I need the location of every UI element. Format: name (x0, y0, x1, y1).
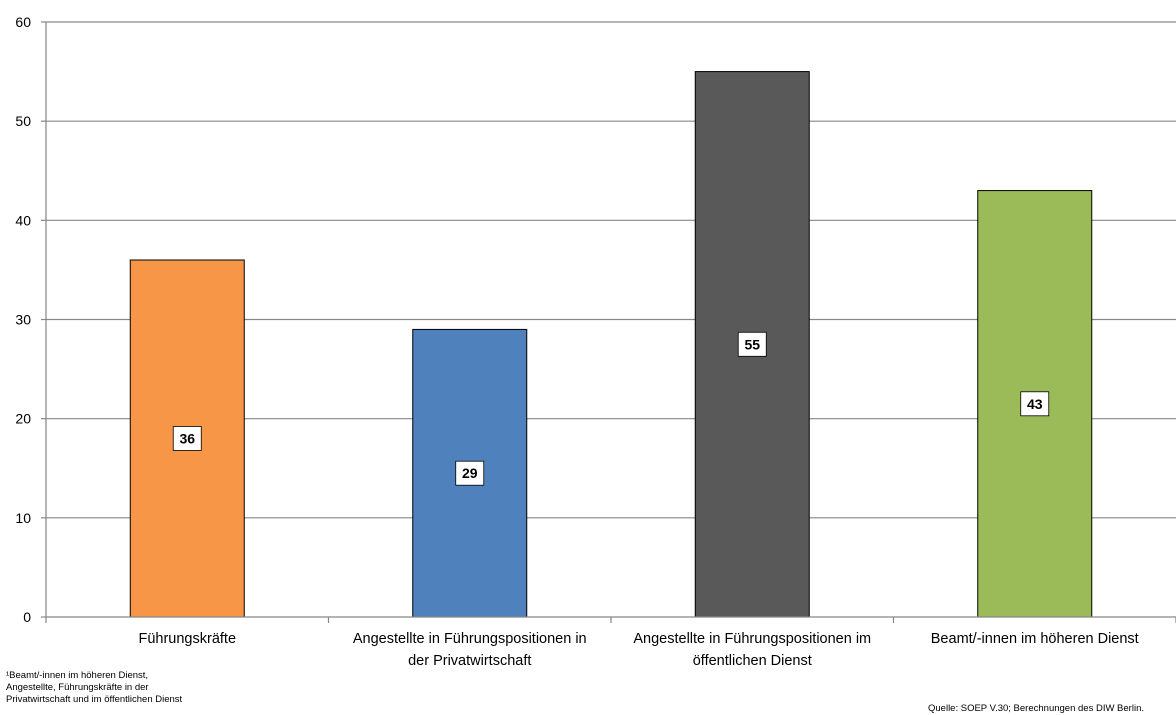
category-label: Angestellte in Führungspositionen im (633, 631, 871, 647)
y-tick-label: 50 (15, 113, 31, 129)
data-label: 29 (462, 465, 478, 481)
data-label: 43 (1027, 396, 1043, 412)
y-tick-label: 60 (15, 14, 31, 30)
footnote-line: Privatwirtschaft und im öffentlichen Die… (6, 694, 183, 705)
footnote-line: ¹Beamt/-innen im höheren Dienst, (6, 670, 149, 681)
footnote: ¹Beamt/-innen im höheren Dienst, Angeste… (6, 670, 266, 706)
y-tick-label: 30 (15, 312, 31, 328)
y-tick-label: 0 (23, 609, 31, 625)
source-note: Quelle: SOEP V.30; Berechnungen des DIW … (928, 703, 1144, 714)
category-label: Führungskräfte (138, 631, 236, 647)
data-labels: 36 29 55 43 (172, 331, 1050, 486)
data-label: 55 (744, 336, 760, 352)
data-label-box (455, 460, 485, 486)
category-label: öffentlichen Dienst (693, 653, 812, 669)
data-label-box (1020, 391, 1050, 417)
y-tick-label: 10 (15, 510, 31, 526)
data-label-box (172, 426, 202, 451)
data-label: 36 (179, 431, 195, 447)
category-label: Angestellte in Führungspositionen in (353, 631, 587, 647)
y-axis: 0 10 20 30 40 50 60 (15, 14, 47, 625)
footnote-line: Angestellte, Führungskräfte in der (6, 682, 149, 693)
y-tick-label: 40 (15, 212, 31, 228)
y-tick-label: 20 (15, 411, 31, 427)
category-label: der Privatwirtschaft (408, 653, 531, 669)
x-axis: Führungskräfte Angestellte in Führungspos… (45, 616, 1176, 669)
bars (129, 71, 1093, 618)
category-label: Beamt/-innen im höheren Dienst (931, 631, 1139, 647)
data-label-box (737, 331, 767, 357)
